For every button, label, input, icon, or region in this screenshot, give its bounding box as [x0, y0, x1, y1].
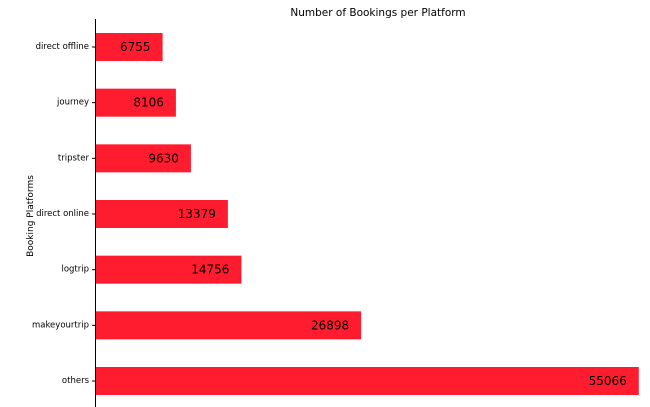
value-label-logtrip: 14756 — [191, 263, 229, 277]
bar-journey — [96, 88, 176, 117]
bar-direct-online — [96, 200, 228, 228]
bar-makeyourtrip — [96, 311, 362, 340]
y-tick-label-direct-offline: direct offline — [36, 42, 89, 52]
y-tick-label-tripster: tripster — [58, 153, 90, 163]
y-tick-label-logtrip: logtrip — [61, 265, 89, 275]
value-label-others: 55066 — [589, 374, 627, 388]
bar-direct-offline — [96, 33, 163, 61]
value-label-direct-online: 13379 — [178, 207, 216, 221]
y-axis-label: Booking Platforms — [26, 175, 36, 257]
bars-layer — [96, 33, 639, 395]
value-label-direct-offline: 6755 — [120, 40, 151, 54]
chart-title: Number of Bookings per Platform — [290, 7, 465, 19]
value-labels: 6755 8106 9630 13379 14756 26898 55066 — [120, 40, 627, 388]
y-tick-label-makeyourtrip: makeyourtrip — [32, 320, 89, 330]
y-axis-ticks: direct offline journey tripster direct onli… — [32, 42, 96, 386]
bar-logtrip — [96, 255, 242, 284]
y-tick-label-direct-online: direct online — [36, 209, 89, 219]
y-tick-label-journey: journey — [56, 98, 89, 108]
y-tick-label-others: others — [62, 376, 90, 386]
value-label-tripster: 9630 — [148, 151, 179, 165]
value-label-makeyourtrip: 26898 — [311, 318, 349, 332]
bar-tripster — [96, 144, 191, 173]
value-label-journey: 8106 — [133, 96, 164, 110]
bar-others — [96, 367, 639, 395]
